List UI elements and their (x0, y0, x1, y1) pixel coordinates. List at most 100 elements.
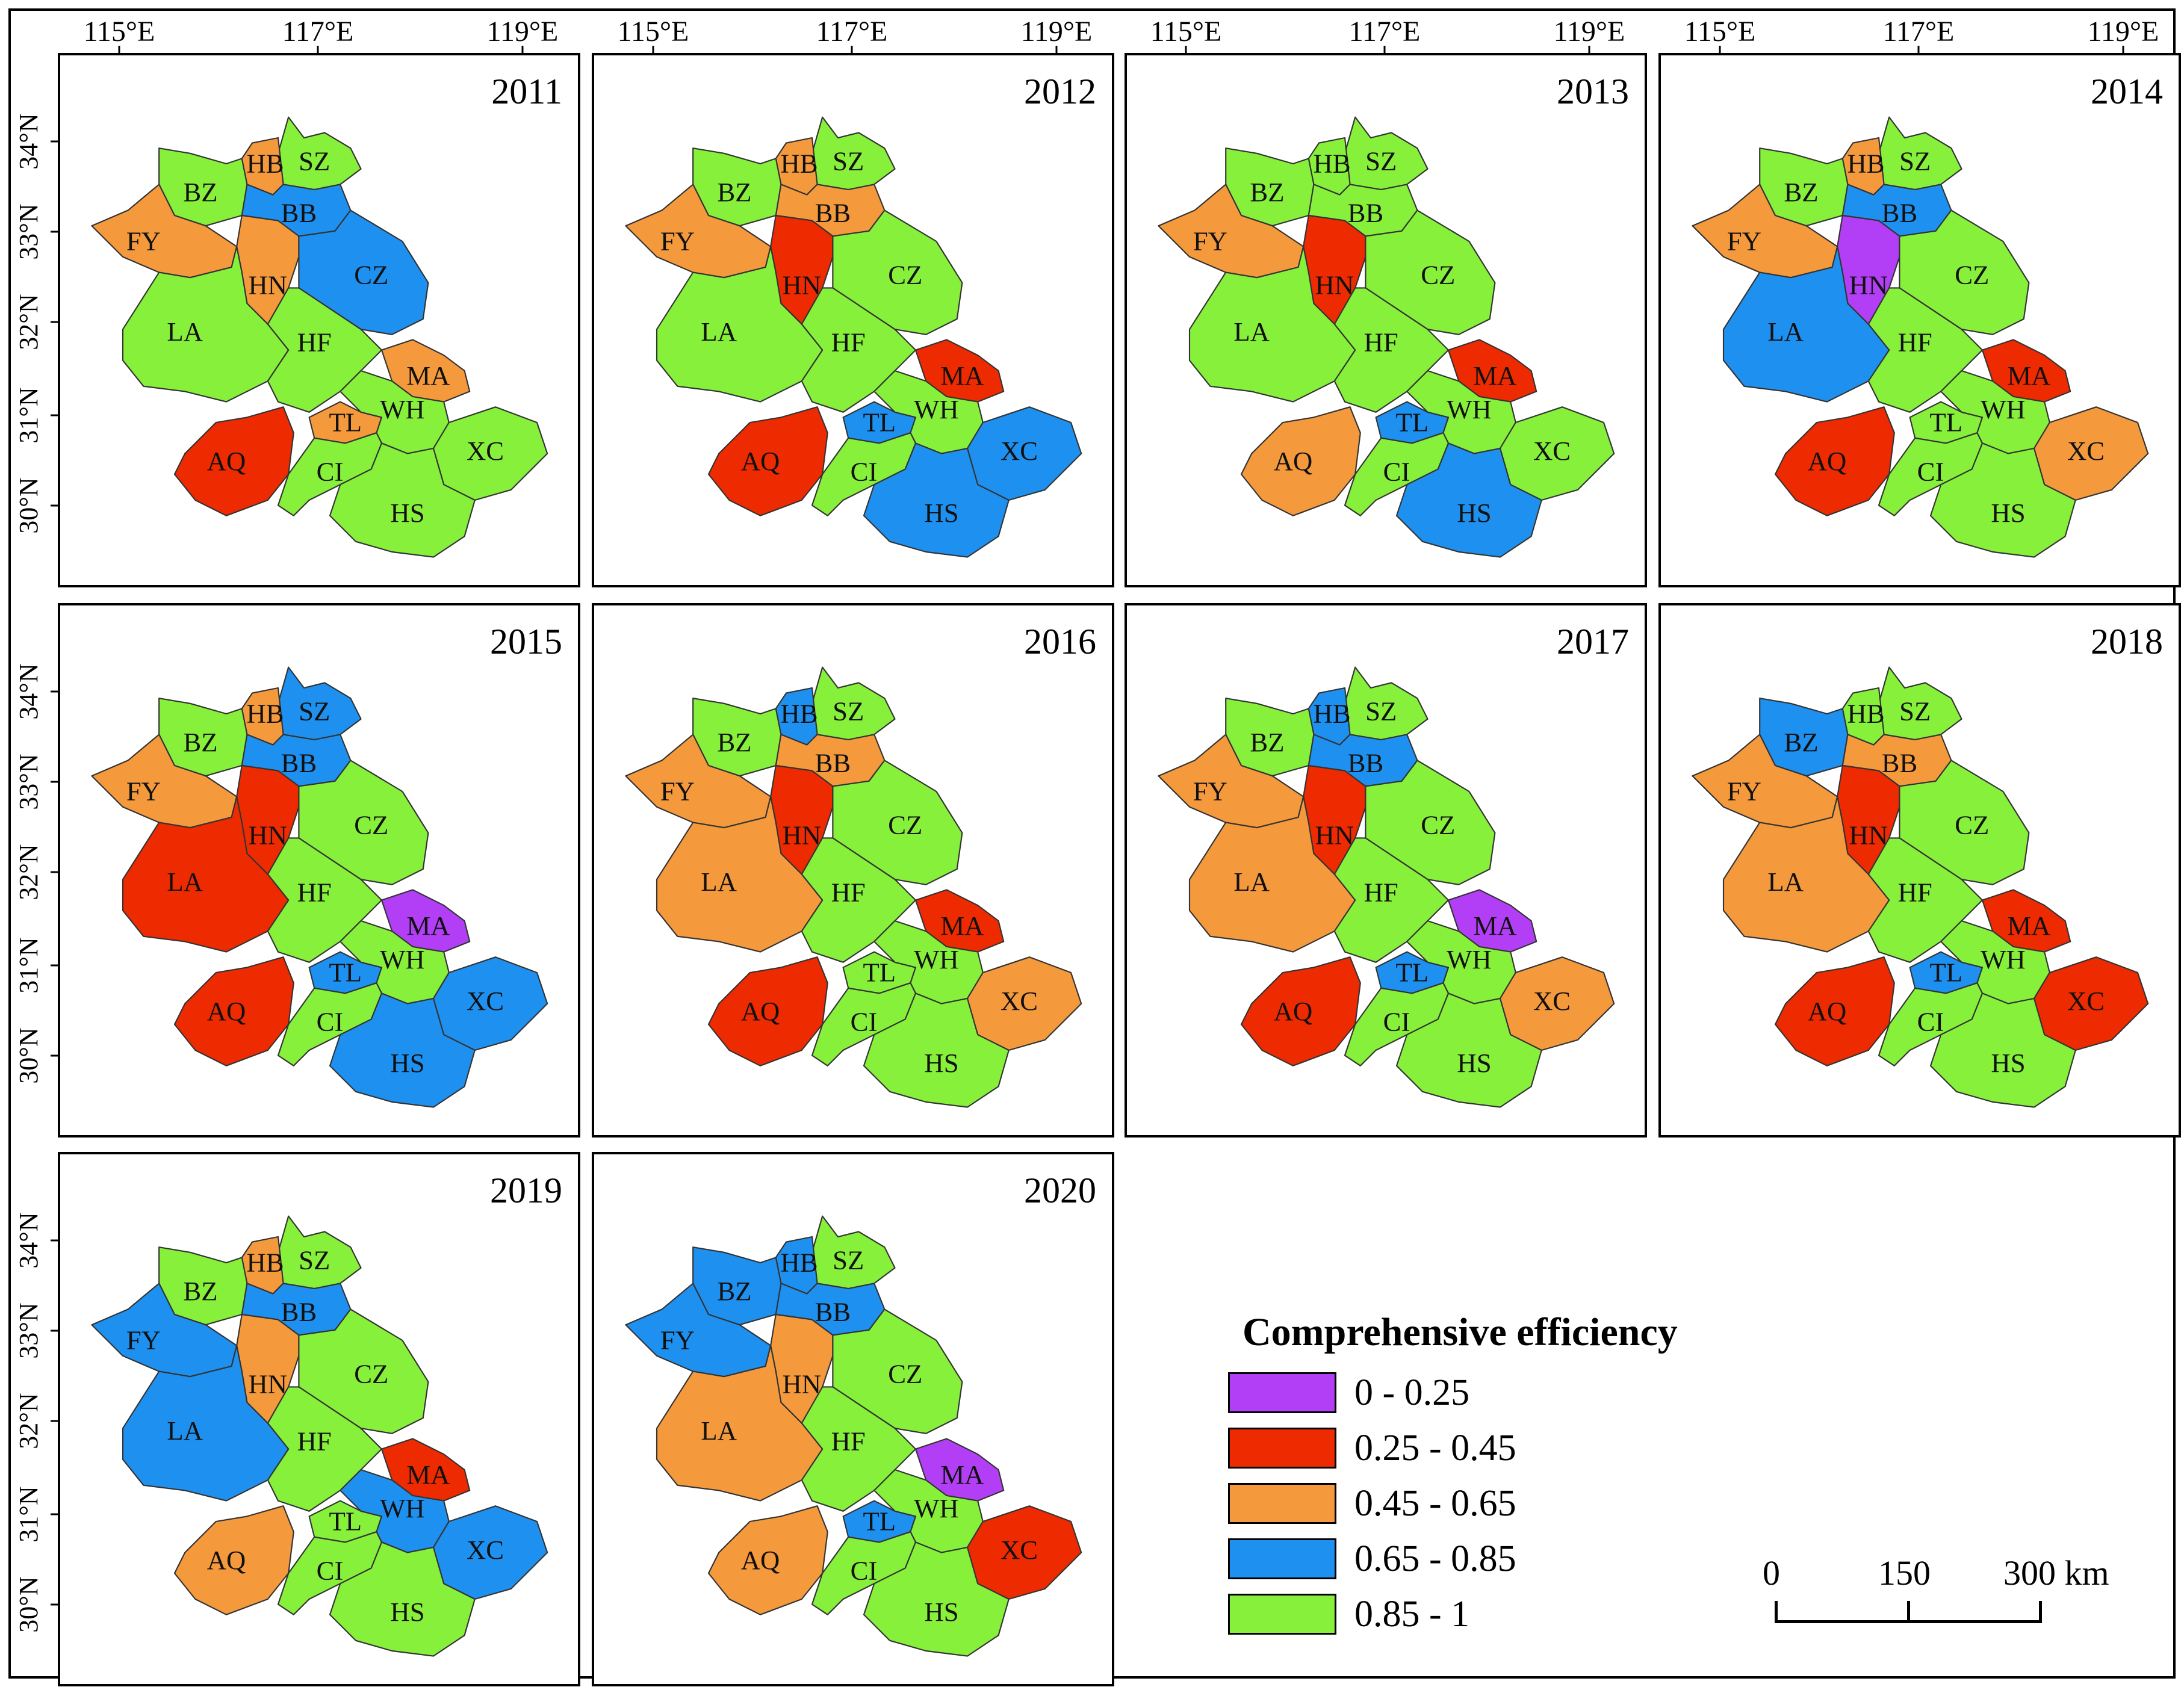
region-hs (1395, 442, 1542, 558)
latitude-label: 32°N (14, 844, 43, 900)
legend-label: 0.85 - 1 (1354, 1594, 1470, 1635)
region-label-hn: HN (249, 270, 288, 300)
region-label-fy: FY (1727, 776, 1761, 806)
region-label-sz: SZ (1899, 696, 1931, 726)
region-label-tl: TL (329, 1506, 362, 1537)
province-map: SZ HB BZ FY BB HN CZ LA HF MA TL WH AQ CI XC HS (1158, 666, 1615, 1108)
region-label-ci: CI (1383, 1006, 1410, 1036)
region-label-cz: CZ (888, 809, 922, 840)
region-label-xc: XC (467, 436, 504, 466)
region-label-la: LA (1767, 867, 1804, 897)
region-hs (1929, 992, 2076, 1108)
longitude-label: 117°E (1349, 16, 1421, 48)
legend-label: 0.65 - 0.85 (1354, 1538, 1516, 1579)
longitude-label: 119°E (487, 16, 559, 48)
region-label-hb: HB (780, 699, 817, 729)
panel-year-label: 2016 (1024, 622, 1096, 661)
legend: Comprehensive efficiency 0 - 0.25 0.25 -… (1228, 1300, 1890, 1661)
region-label-ma: MA (406, 911, 450, 941)
region-label-hb: HB (246, 149, 284, 179)
region-label-xc: XC (1000, 436, 1038, 466)
legend-label: 0.25 - 0.45 (1354, 1428, 1516, 1469)
region-label-bz: BZ (1784, 177, 1818, 207)
region-label-sz: SZ (833, 696, 864, 726)
legend-item-1: 0.25 - 0.45 (1228, 1428, 1830, 1476)
latitude-label: 34°N (14, 1212, 43, 1268)
region-label-tl: TL (863, 407, 896, 438)
region-label-hn: HN (783, 1369, 822, 1399)
region-label-la: LA (1233, 317, 1270, 347)
region-cz (832, 1308, 963, 1434)
region-label-hs: HS (1991, 498, 2025, 528)
region-hs (329, 992, 476, 1108)
region-label-sz: SZ (299, 146, 330, 176)
longitude-label: 117°E (282, 16, 354, 48)
region-label-ma: MA (2007, 911, 2050, 941)
region-label-hf: HF (297, 1426, 332, 1456)
region-label-sz: SZ (1365, 696, 1397, 726)
region-label-wh: WH (914, 394, 959, 424)
region-label-xc: XC (1000, 986, 1038, 1016)
map-panel-2019: SZ HB BZ FY BB HN CZ LA HF MA TL WH AQ CI XC HS 2019 (58, 1152, 580, 1686)
region-cz (298, 209, 429, 335)
region-hs (1929, 442, 2076, 558)
map-panel-2013: SZ HB BZ FY BB HN CZ LA HF MA TL WH AQ CI XC HS 2013 (1125, 53, 1647, 587)
region-label-tl: TL (1395, 958, 1429, 988)
region-cz (1365, 209, 1496, 335)
legend-item-0: 0 - 0.25 (1228, 1372, 1830, 1420)
latitude-label: 31°N (14, 387, 43, 443)
longitude-label: 119°E (1554, 16, 1625, 48)
region-label-bb: BB (815, 197, 851, 228)
region-cz (1899, 760, 2030, 885)
region-label-cz: CZ (354, 1358, 388, 1388)
region-label-bb: BB (1348, 748, 1384, 778)
region-label-la: LA (1767, 317, 1804, 347)
legend-swatch (1228, 1428, 1336, 1469)
region-label-tl: TL (329, 958, 362, 988)
region-label-wh: WH (914, 1493, 959, 1523)
region-label-ma: MA (940, 1459, 984, 1490)
map-panel-2015: SZ HB BZ FY BB HN CZ LA HF MA TL WH AQ CI XC HS 2015 (58, 603, 580, 1138)
region-label-ci: CI (1917, 456, 1944, 486)
longitude-label: 115°E (1150, 16, 1222, 48)
region-label-fy: FY (126, 226, 161, 256)
province-map: SZ HB BZ FY BB HN CZ LA HF MA TL WH AQ CI XC HS (1692, 666, 2149, 1108)
panel-year-label: 2020 (1024, 1171, 1096, 1210)
region-label-cz: CZ (354, 809, 388, 840)
region-label-ma: MA (2007, 361, 2050, 391)
region-label-bz: BZ (717, 1276, 751, 1306)
region-label-sz: SZ (833, 1245, 864, 1275)
region-label-bz: BZ (717, 177, 751, 207)
region-label-ci: CI (317, 456, 344, 486)
region-label-sz: SZ (1365, 146, 1397, 176)
scale-tick (2039, 1601, 2042, 1623)
region-label-wh: WH (380, 944, 425, 974)
region-label-ci: CI (317, 1006, 344, 1036)
region-label-hn: HN (1315, 820, 1354, 850)
region-label-la: LA (701, 867, 737, 897)
region-label-ci: CI (851, 456, 878, 486)
region-label-hb: HB (1313, 149, 1350, 179)
region-label-xc: XC (2067, 436, 2105, 466)
region-label-aq: AQ (741, 446, 780, 476)
region-label-hs: HS (924, 1048, 958, 1078)
scale-bar: 0 150 300 km (1734, 1553, 2155, 1649)
map-panel-2017: SZ HB BZ FY BB HN CZ LA HF MA TL WH AQ CI XC HS 2017 (1125, 603, 1647, 1138)
region-label-aq: AQ (1808, 996, 1847, 1026)
latitude-label: 34°N (14, 113, 43, 169)
region-label-la: LA (701, 317, 737, 347)
longitude-label: 115°E (618, 16, 689, 48)
region-label-aq: AQ (207, 996, 246, 1026)
region-label-wh: WH (380, 1493, 425, 1523)
latitude-label: 32°N (14, 294, 43, 350)
panel-year-label: 2018 (2091, 622, 2163, 661)
legend-item-4: 0.85 - 1 (1228, 1594, 1830, 1642)
province-map: SZ HB BZ FY BB HN CZ LA HF MA TL WH AQ CI XC HS (91, 1215, 548, 1657)
scale-tick (1907, 1601, 1910, 1623)
region-label-hn: HN (783, 270, 822, 300)
region-label-ma: MA (940, 911, 984, 941)
region-label-bz: BZ (183, 1276, 217, 1306)
region-label-fy: FY (1193, 226, 1227, 256)
axis-labels: 115°E 117°E 119°E 115°E 117°E 119°E 115°E 117°E… (14, 16, 2159, 1633)
region-label-bz: BZ (1250, 727, 1284, 757)
